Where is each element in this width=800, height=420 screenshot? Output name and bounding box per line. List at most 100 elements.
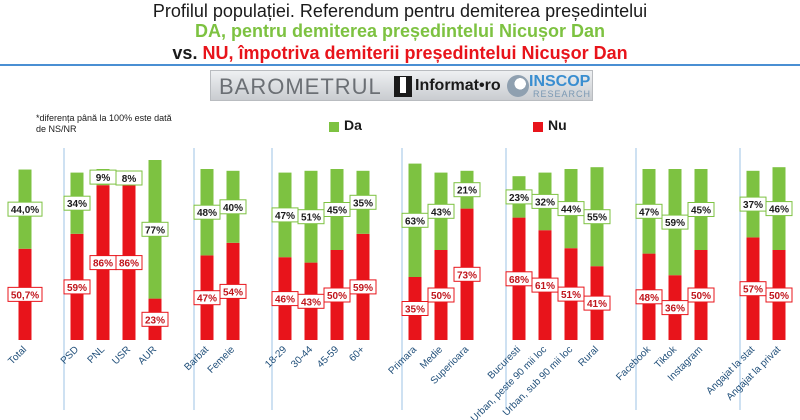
nu-rest: împotriva demiterii președintelui Nicușo…	[238, 43, 628, 63]
legend-label-nu: Nu	[548, 117, 567, 133]
data-label-da: 45%	[327, 206, 347, 217]
data-label-da: 59%	[665, 218, 685, 229]
data-label-da: 47%	[275, 211, 295, 222]
data-label-da-box	[401, 212, 429, 228]
data-label-da-box	[219, 199, 247, 215]
inscop-logo: INSCOP	[529, 73, 591, 90]
chart-subtitle-da: DA, pentru demiterea președintelui Nicuș…	[194, 21, 606, 41]
data-label-da: 9%	[96, 173, 111, 184]
data-label-nu: 86%	[119, 259, 139, 270]
data-label-da-box	[765, 201, 793, 217]
data-label-da: 55%	[587, 213, 607, 224]
data-label-nu: 46%	[275, 295, 295, 306]
data-label-da-box	[453, 182, 481, 198]
title-divider	[0, 64, 800, 66]
data-label-nu: 50%	[327, 291, 347, 302]
barometrul-logo: BAROMETRUL	[219, 74, 382, 99]
data-label-nu: 86%	[93, 259, 113, 270]
chart-title-block: Profilul populației. Referendum pentru d…	[0, 0, 800, 64]
data-label-nu: 68%	[509, 275, 529, 286]
data-label-da: 8%	[122, 174, 137, 185]
category-tick-label: 18-29	[263, 344, 289, 370]
data-label-nu-box	[323, 287, 351, 303]
data-label-da: 37%	[743, 200, 763, 211]
data-label-da-box	[635, 203, 663, 219]
data-label-nu: 50%	[769, 291, 789, 302]
data-label-da-box	[349, 194, 377, 210]
category-tick-label: 45-59	[315, 344, 341, 370]
data-label-nu-box	[661, 300, 689, 316]
data-label-nu-box	[453, 266, 481, 282]
data-label-nu-box	[687, 287, 715, 303]
data-label-da: 35%	[353, 198, 373, 209]
data-label-nu: 43%	[301, 297, 321, 308]
data-label-nu: 23%	[145, 315, 165, 326]
data-label-da: 34%	[67, 199, 87, 210]
logo-banner: BAROMETRUL Informat•ro INSCOP RESEARCH	[210, 70, 593, 101]
data-label-nu: 54%	[223, 287, 243, 298]
data-label-da-box	[687, 202, 715, 217]
data-label-nu: 41%	[587, 299, 607, 310]
data-label-da: 63%	[405, 216, 425, 227]
inscop-research-label: RESEARCH	[533, 89, 592, 99]
data-label-nu-box	[635, 289, 663, 305]
vs-label: vs.	[172, 43, 198, 63]
data-label-nu-box	[557, 286, 585, 302]
data-label-nu: 50,7%	[11, 290, 39, 301]
data-label-da: 45%	[691, 206, 711, 217]
data-label-nu: 73%	[457, 270, 477, 281]
data-label-nu: 50%	[431, 291, 451, 302]
informat-i-dot	[400, 77, 406, 80]
data-label-da-box	[63, 195, 91, 211]
data-label-nu-box	[427, 287, 455, 303]
category-tick-label: USR	[110, 344, 133, 367]
category-tick-label: Primara	[387, 344, 420, 377]
legend-swatch-nu	[533, 122, 543, 132]
data-label-nu-box	[141, 311, 169, 327]
category-tick-label: Total	[6, 344, 29, 367]
chart-title: Profilul populației. Referendum pentru d…	[152, 1, 648, 21]
data-label-nu-box	[115, 255, 143, 271]
data-label-da: 46%	[769, 205, 789, 216]
category-tick-label: Rural	[576, 344, 601, 369]
data-label-nu: 35%	[405, 305, 425, 316]
data-label-nu: 50%	[691, 291, 711, 302]
data-label-da-box	[141, 221, 169, 237]
data-label-da-box	[427, 203, 455, 219]
category-tick-label: 30-44	[289, 344, 315, 370]
category-tick-label: Facebook	[614, 344, 654, 384]
data-label-nu-box	[349, 279, 377, 295]
data-label-nu: 48%	[639, 293, 659, 304]
data-label-nu-box	[531, 277, 559, 293]
nu-word: NU,	[202, 43, 234, 63]
legend-label-da: Da	[344, 117, 362, 133]
data-label-da-box	[115, 170, 143, 186]
data-label-da-box	[583, 209, 611, 225]
data-label-da: 43%	[431, 207, 451, 218]
informat-i-stem	[400, 80, 406, 93]
data-label-da-box	[7, 201, 43, 217]
category-tick-label: PNL	[86, 344, 108, 366]
data-label-nu: 59%	[353, 283, 373, 294]
data-label-nu-box	[7, 286, 43, 302]
data-label-nu: 59%	[67, 283, 87, 294]
data-label-nu: 57%	[743, 285, 763, 296]
data-label-da: 44%	[561, 205, 581, 216]
chart-subtitle-nu: vs. NU, împotriva demiterii președintelu…	[0, 42, 800, 64]
data-label-da: 32%	[535, 197, 555, 208]
data-label-da: 44,0%	[11, 205, 39, 216]
data-label-nu-box	[583, 295, 611, 311]
data-label-nu-box	[401, 301, 429, 316]
data-label-nu: 36%	[665, 304, 685, 315]
category-tick-label: PSD	[59, 344, 81, 366]
data-label-nu-box	[765, 287, 793, 303]
data-label-da: 21%	[457, 186, 477, 197]
data-label-nu: 61%	[535, 281, 555, 292]
data-label-nu-box	[63, 279, 91, 295]
data-label-da-box	[661, 214, 689, 230]
footnote: *diferența până la 100% este dată de NS/…	[36, 113, 172, 134]
data-label-da: 51%	[301, 213, 321, 224]
legend-swatch-da	[329, 122, 339, 132]
data-label-nu: 47%	[197, 294, 217, 305]
